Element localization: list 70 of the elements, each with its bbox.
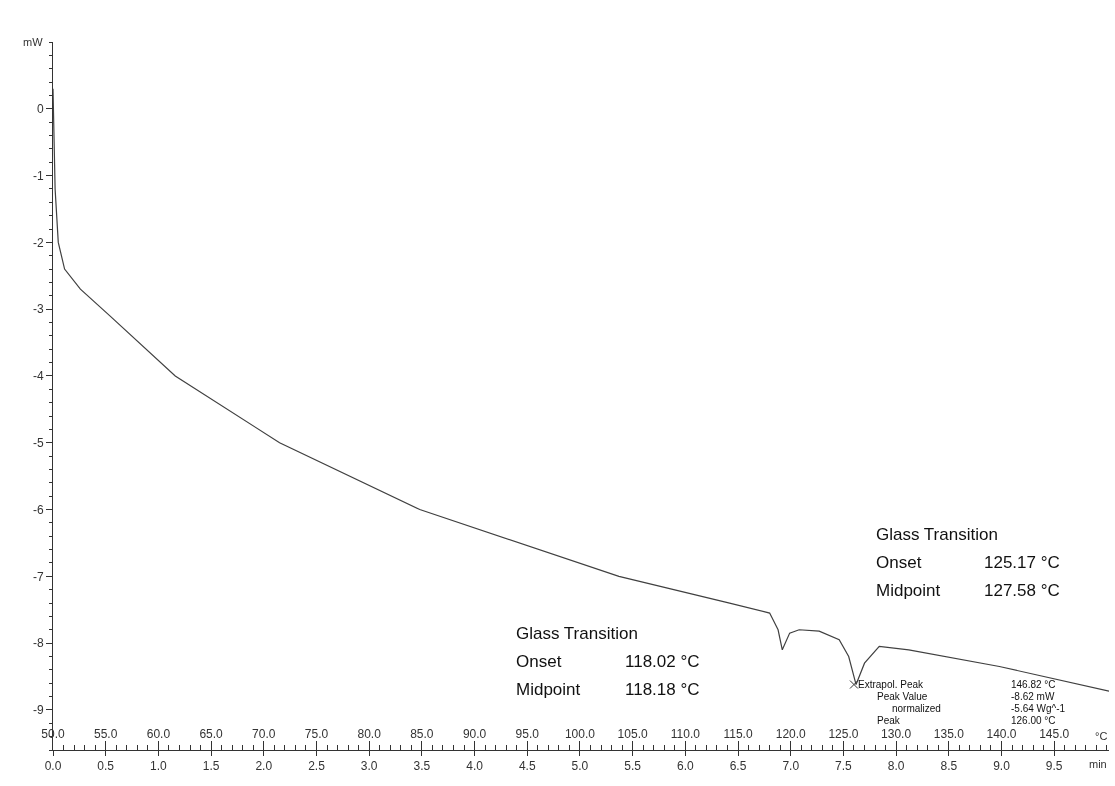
annotation: Midpoint <box>876 581 941 600</box>
x-tick-label: 75.0 <box>304 727 329 741</box>
annotation: Onset <box>516 652 562 671</box>
annotation: Peak Value <box>877 691 928 702</box>
x-tick-label: 65.0 <box>199 727 224 741</box>
x2-tick-label: 8.0 <box>887 759 905 774</box>
x-axis-title: °C <box>1095 730 1108 742</box>
y-tick-label: -4 <box>32 369 44 384</box>
x-tick-label: 110.0 <box>670 727 701 741</box>
x-tick-label: 145.0 <box>1039 727 1070 741</box>
x2-tick-label: 7.0 <box>782 759 800 774</box>
x-tick-label: 60.0 <box>146 727 171 741</box>
x-tick-label: 80.0 <box>357 727 382 741</box>
annotation: Midpoint <box>516 680 581 699</box>
x2-tick-label: 6.0 <box>677 759 694 774</box>
x2-tick-label: 4.5 <box>518 759 536 774</box>
x2-tick-label: 9.5 <box>1045 759 1063 774</box>
x2-tick-label: 7.5 <box>835 759 853 774</box>
x-tick-label: 135.0 <box>933 727 965 741</box>
x-tick-label: 85.0 <box>410 727 434 741</box>
y-tick-label: -8 <box>32 636 44 651</box>
annotation: 126.00 °C <box>1011 715 1056 726</box>
annotation: Extrapol. Peak <box>858 679 925 690</box>
x-tick-label: 115.0 <box>723 727 753 741</box>
y-tick-label: -9 <box>32 703 44 718</box>
x-tick-label: 100.0 <box>564 727 596 741</box>
annotation: 118.18 °C <box>625 680 700 699</box>
annotation: Peak <box>877 715 901 726</box>
annotation: 146.82 °C <box>1011 679 1056 690</box>
y-tick-label: -7 <box>32 569 44 584</box>
x2-tick-label: 2.5 <box>308 759 326 774</box>
y-tick-label: -5 <box>32 435 44 450</box>
x-tick-label: 125.0 <box>828 727 859 741</box>
x2-tick-label: 4.0 <box>466 759 484 774</box>
x-tick-label: 105.0 <box>617 727 648 741</box>
x2-tick-label: 5.5 <box>624 759 642 774</box>
x2-tick-label: 1.5 <box>202 759 220 774</box>
x-tick-label: 90.0 <box>462 727 487 741</box>
x-tick-label: 130.0 <box>881 727 912 741</box>
x2-tick-label: 2.0 <box>255 759 273 774</box>
x2-tick-label: 3.0 <box>360 759 378 774</box>
x-tick-label: 70.0 <box>252 727 276 741</box>
x2-tick-label: 5.0 <box>571 759 589 774</box>
x-tick-label: 140.0 <box>986 727 1017 741</box>
x-tick-label: 55.0 <box>94 727 118 741</box>
x2-tick-label: 8.5 <box>940 759 958 774</box>
x2-tick-label: 0.0 <box>44 759 62 774</box>
y-axis-title: mW <box>23 36 44 48</box>
x2-tick-label: 3.5 <box>413 759 431 774</box>
x2-axis-title: min <box>1089 758 1107 770</box>
y-tick-label: -6 <box>32 502 44 517</box>
x2-tick-label: 9.0 <box>993 759 1011 774</box>
y-tick-label: 0 <box>36 101 44 116</box>
annotation: 118.02 °C <box>625 652 700 671</box>
annotation: -8.62 mW <box>1011 691 1055 702</box>
x2-tick-label: 0.5 <box>97 759 115 774</box>
y-tick-label: -1 <box>32 168 44 183</box>
annotation: 127.58 °C <box>984 581 1060 600</box>
annotation: normalized <box>892 703 941 714</box>
x-tick-label: 95.0 <box>515 727 540 741</box>
x2-tick-label: 6.5 <box>729 759 747 774</box>
y-tick-label: -2 <box>32 235 44 250</box>
annotation: 125.17 °C <box>984 553 1060 572</box>
annotation: Onset <box>876 553 922 572</box>
y-tick-label: -3 <box>32 302 44 317</box>
x2-tick-label: 1.0 <box>150 759 168 774</box>
annotation: Glass Transition <box>876 525 998 544</box>
annotation: Glass Transition <box>516 624 638 643</box>
x-tick-label: 120.0 <box>775 727 807 741</box>
annotation: -5.64 Wg^-1 <box>1011 703 1066 714</box>
